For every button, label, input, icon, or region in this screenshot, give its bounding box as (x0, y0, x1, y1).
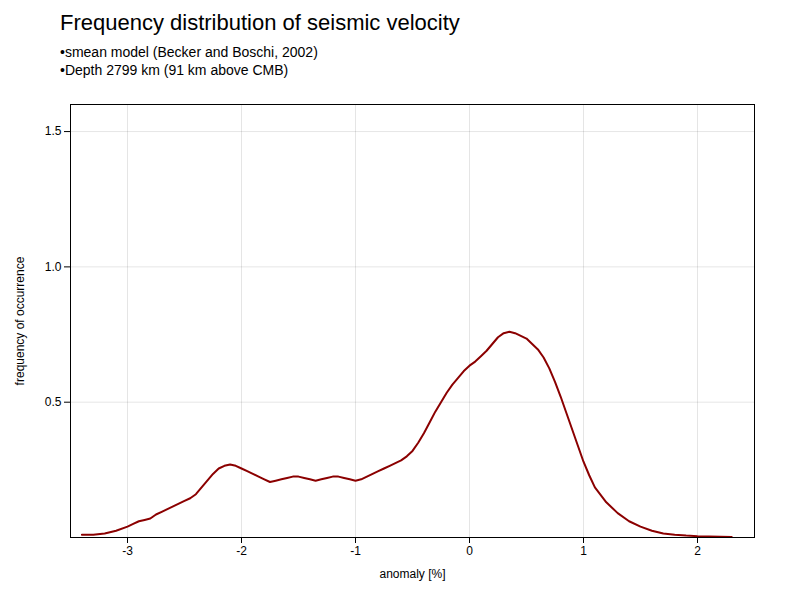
svg-text:0: 0 (466, 544, 473, 558)
svg-text:1: 1 (580, 544, 587, 558)
svg-text:frequency of occurrence: frequency of occurrence (13, 256, 27, 385)
svg-text:1.0: 1.0 (45, 260, 62, 274)
svg-text:-1: -1 (350, 544, 361, 558)
html-text:•smean model (Becker and Bosch: •smean model (Becker and Boschi, 2002) (60, 44, 318, 60)
html-text:Frequency distribution of seis: Frequency distribution of seismic veloci… (60, 10, 460, 35)
svg-text:1.5: 1.5 (45, 124, 62, 138)
svg-text:-3: -3 (122, 544, 133, 558)
svg-text:2: 2 (694, 544, 701, 558)
svg-text:-2: -2 (236, 544, 247, 558)
html-text:•Depth 2799 km (91 km above CM: •Depth 2799 km (91 km above CMB) (60, 62, 289, 78)
svg-text:anomaly [%]: anomaly [%] (379, 567, 445, 581)
svg-text:0.5: 0.5 (45, 395, 62, 409)
